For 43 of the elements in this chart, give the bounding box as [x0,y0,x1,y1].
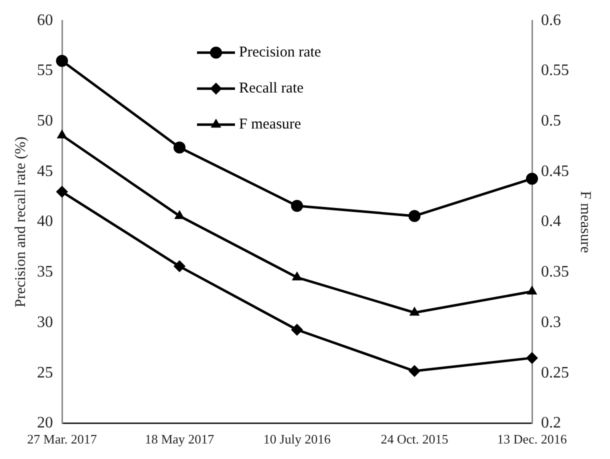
y-tick-label: 20 [37,414,53,432]
x-tick-label: 18 May 2017 [144,432,215,447]
y-tick-label: 30 [37,314,53,331]
point [526,352,538,364]
y-tick-label: 45 [37,162,53,180]
y-tick-label: 40 [37,213,53,230]
y-tick-label: 50 [37,112,53,130]
legend-label: F measure [239,116,302,133]
point [174,260,186,272]
legend-label: Recall rate [239,80,304,97]
y-axis-title: Precision and recall rate (%) [12,136,29,308]
y2-tick-label: 0.4 [541,213,561,230]
point [408,210,420,222]
y2-axis-title: F measure [577,190,594,254]
y2-tick-label: 0.35 [541,264,569,281]
point [56,129,68,138]
y2-tick-label: 0.3 [541,314,561,331]
point [56,54,68,67]
point [409,306,420,316]
x-tick-label: 13 Dec. 2016 [497,432,568,447]
y-tick-label: 60 [37,12,53,29]
point [174,210,185,219]
y-tick-label: 35 [37,264,53,281]
point [291,324,303,336]
point [526,285,538,294]
x-tick-label: 24 Oct. 2015 [380,432,448,447]
y2-tick-label: 0.2 [541,414,561,432]
point [408,365,420,378]
x-tick-label: 10 July 2016 [263,432,332,447]
point [292,271,302,280]
y2-tick-label: 0.5 [541,112,561,130]
y2-tick-label: 0.55 [541,62,569,80]
point [291,200,303,212]
y2-tick-label: 0.6 [541,12,561,29]
point [174,141,186,154]
point [526,172,538,185]
point [56,186,68,198]
x-tick-label: 27 Mar. 2017 [27,432,98,447]
legend-label: Precision rate [239,44,322,61]
y-tick-label: 25 [37,364,53,382]
y2-tick-label: 0.45 [541,162,569,180]
y2-tick-label: 0.25 [541,364,569,382]
y-tick-label: 55 [37,62,53,80]
